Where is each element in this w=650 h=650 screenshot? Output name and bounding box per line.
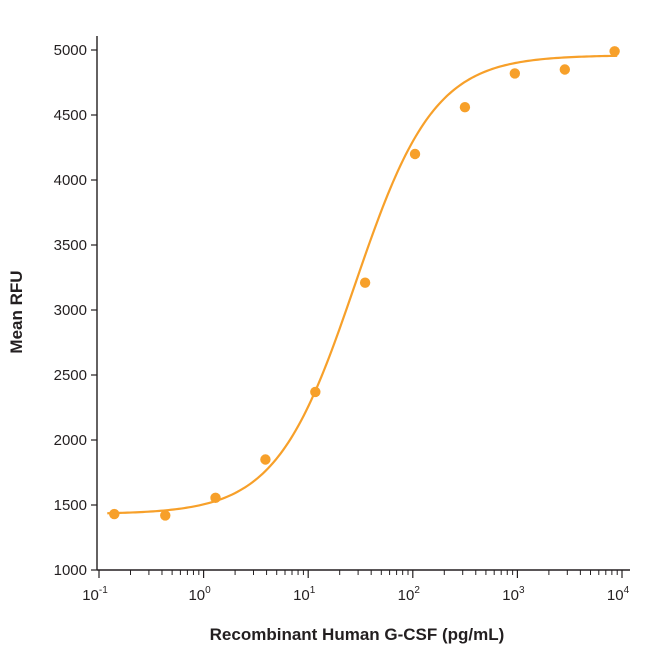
- x-axis-title: Recombinant Human G-CSF (pg/mL): [210, 625, 505, 644]
- data-point: [559, 64, 571, 75]
- data-point: [509, 68, 521, 79]
- y-tick-label: 3500: [54, 237, 87, 254]
- y-tick-label: 1000: [54, 562, 87, 579]
- y-tick-label: 2000: [54, 432, 87, 449]
- axes: [96, 36, 630, 571]
- x-tick-label: 102: [398, 585, 421, 604]
- points-layer: [109, 46, 620, 521]
- data-point: [359, 277, 371, 288]
- data-point: [160, 510, 171, 521]
- ticks: 1000 1500 2000 2500 3000 3500 4000 4500 5000 10-1…: [54, 42, 630, 604]
- y-tick-label: 4500: [54, 107, 87, 124]
- x-tick-label: 100: [188, 585, 211, 604]
- data-point: [409, 148, 421, 160]
- x-tick-label: 101: [293, 585, 316, 604]
- x-tick-label: 103: [502, 585, 525, 604]
- x-tick-label: 104: [607, 585, 630, 604]
- y-tick-label: 1500: [54, 497, 87, 514]
- y-tick-label: 5000: [54, 42, 87, 59]
- curve-layer: [107, 54, 618, 515]
- data-point: [310, 386, 321, 398]
- y-tick-label: 2500: [54, 367, 87, 384]
- y-tick-label: 4000: [54, 172, 87, 189]
- data-point: [609, 46, 620, 57]
- data-point: [260, 454, 271, 465]
- x-tick-label: 10-1: [82, 585, 108, 604]
- y-axis-title: Mean RFU: [7, 270, 26, 353]
- data-point: [459, 102, 471, 113]
- data-point: [109, 508, 120, 520]
- y-tick-label: 3000: [54, 302, 87, 319]
- data-point: [210, 492, 221, 504]
- fit-curve: [107, 54, 618, 515]
